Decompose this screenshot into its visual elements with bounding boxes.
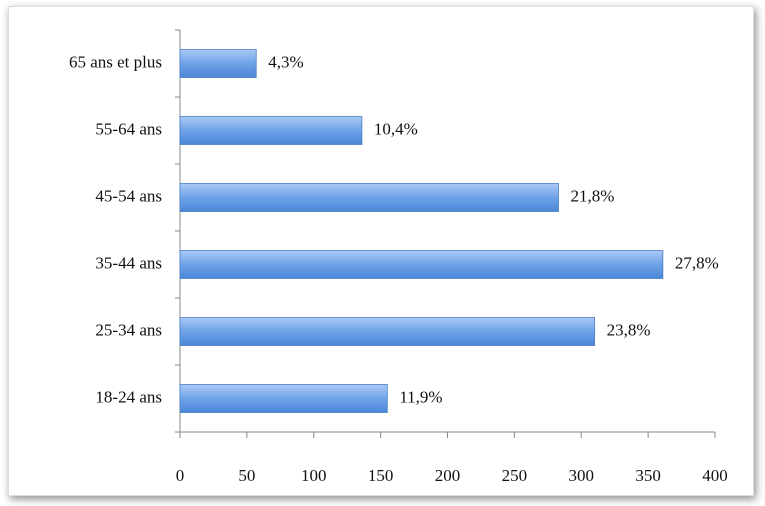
bar — [179, 384, 388, 413]
y-tick-label: 35-44 ans — [95, 253, 162, 272]
x-tick-label: 250 — [502, 466, 528, 485]
y-tick-label: 55-64 ans — [95, 119, 162, 138]
x-tick-label: 100 — [301, 466, 327, 485]
bar — [179, 317, 596, 346]
x-tick-label: 400 — [702, 466, 728, 485]
y-tick-label: 18-24 ans — [95, 387, 162, 406]
y-tick-label: 45-54 ans — [95, 186, 162, 205]
x-tick-label: 350 — [635, 466, 661, 485]
bar — [179, 183, 559, 212]
data-label: 21,8% — [571, 186, 615, 205]
y-tick-label: 25-34 ans — [95, 320, 162, 339]
x-tick-label: 200 — [435, 466, 461, 485]
data-label: 27,8% — [675, 253, 719, 272]
bar — [179, 116, 363, 145]
data-label: 23,8% — [607, 320, 651, 339]
data-label: 10,4% — [374, 119, 418, 138]
x-tick-label: 300 — [569, 466, 595, 485]
x-tick-label: 0 — [176, 466, 185, 485]
x-tick-label: 150 — [368, 466, 394, 485]
x-tick-label: 50 — [238, 466, 255, 485]
data-label: 11,9% — [399, 387, 442, 406]
data-label: 4,3% — [268, 52, 303, 71]
y-tick-label: 65 ans et plus — [69, 52, 162, 71]
bar — [179, 250, 664, 279]
bar — [179, 49, 257, 78]
